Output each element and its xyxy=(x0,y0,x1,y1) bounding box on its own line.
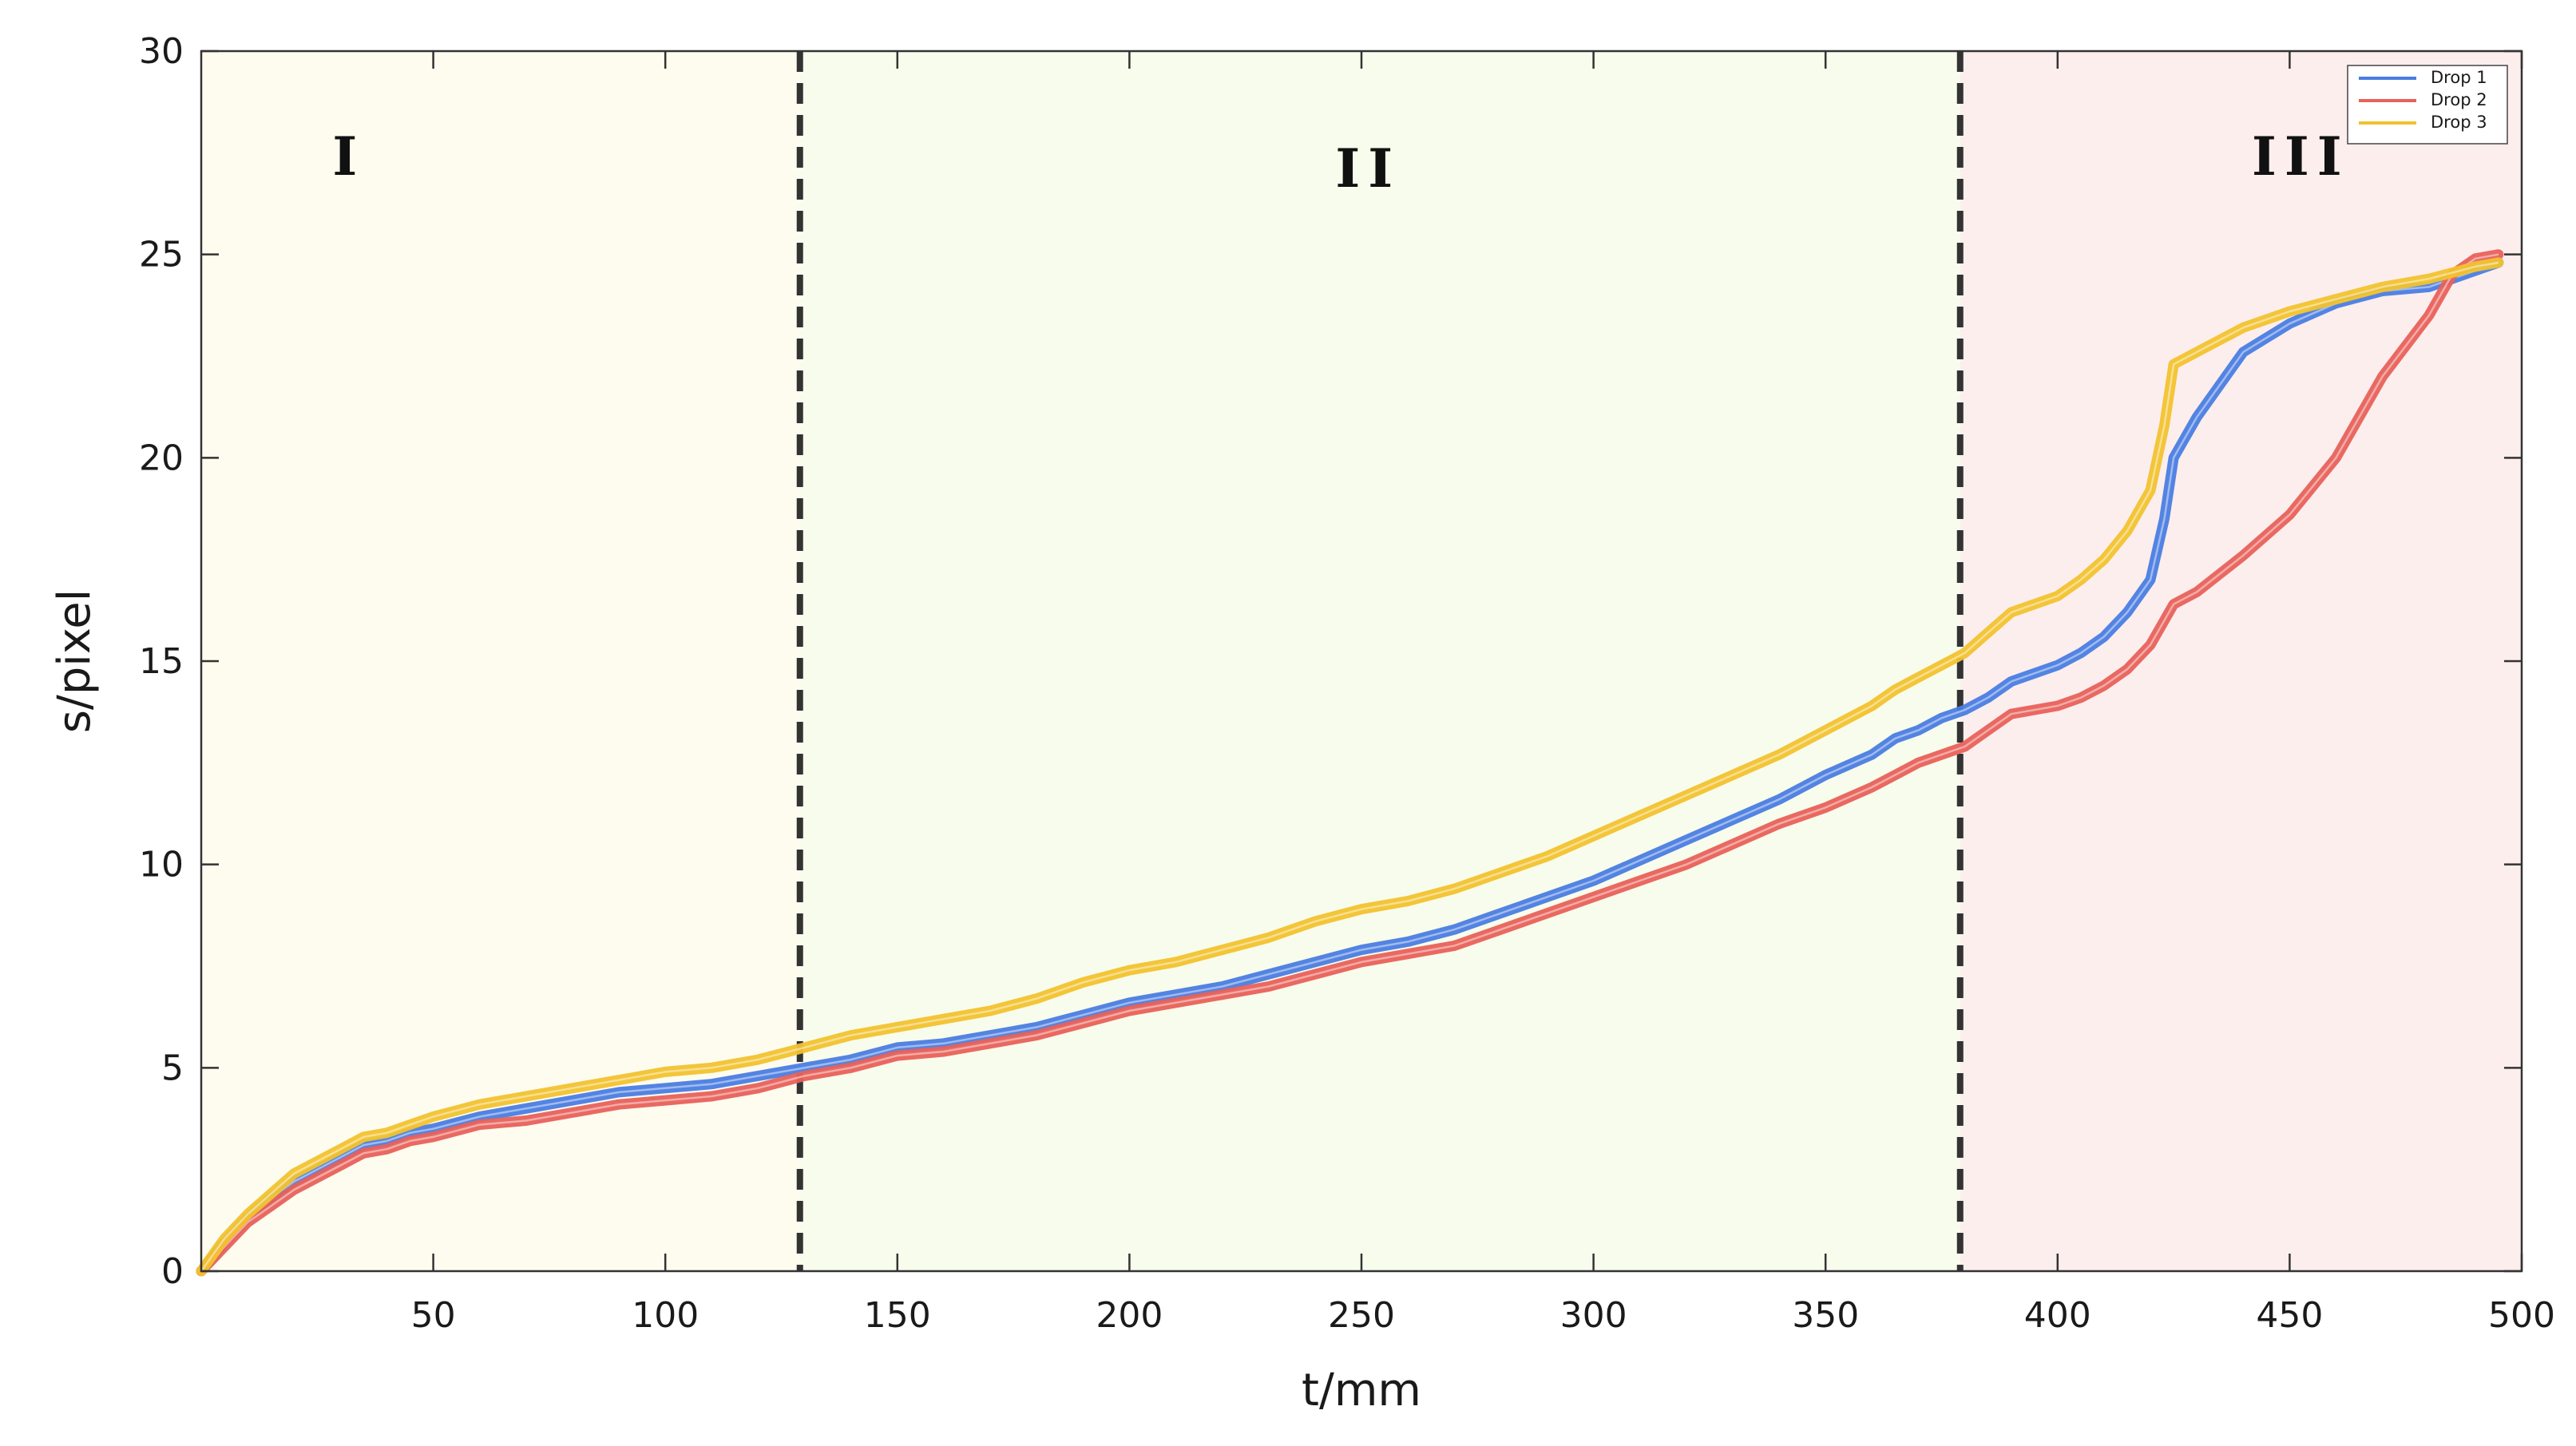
region-1-label: I xyxy=(332,125,365,188)
x-tick-label: 150 xyxy=(864,1295,931,1336)
series-lines xyxy=(196,249,2504,1277)
x-tick-label: 350 xyxy=(1792,1295,1859,1336)
y-tick-label: 0 xyxy=(161,1251,184,1292)
x-axis-label: t/mm xyxy=(1302,1365,1421,1416)
y-tick-label: 15 xyxy=(139,641,184,682)
x-tick-label: 300 xyxy=(1560,1295,1627,1336)
x-tick-label: 500 xyxy=(2488,1295,2555,1336)
region-3-background xyxy=(1960,51,2522,1271)
x-tick-label: 50 xyxy=(411,1295,456,1336)
region-3-label: III xyxy=(2252,125,2350,188)
legend-label-drop-2: Drop 2 xyxy=(2431,90,2487,109)
series-line-drop-2 xyxy=(196,249,2504,1277)
series-line-drop-1 xyxy=(196,257,2504,1277)
x-tick-label: 400 xyxy=(2024,1295,2091,1336)
y-tick-label: 30 xyxy=(139,31,184,72)
y-tick-label: 25 xyxy=(139,235,184,275)
legend-label-drop-1: Drop 1 xyxy=(2431,68,2487,87)
series-highlight-drop-1 xyxy=(200,261,2499,1272)
region-labels: I II III xyxy=(332,125,2350,200)
axis-ticks: 50 100 150 200 250 300 350 400 450 500 0 5 10 15 20 25 3… xyxy=(139,31,2555,1336)
series-line-drop-3 xyxy=(196,257,2504,1277)
x-tick-label: 200 xyxy=(1096,1295,1163,1336)
region-backgrounds xyxy=(201,51,2522,1271)
x-tick-label: 250 xyxy=(1328,1295,1395,1336)
region-2-background xyxy=(799,51,1960,1271)
series-highlight-drop-2 xyxy=(200,253,2499,1272)
x-tick-label: 100 xyxy=(632,1295,699,1336)
x-tick-label: 450 xyxy=(2256,1295,2323,1336)
series-highlight-drop-3 xyxy=(200,261,2499,1272)
y-tick-label: 10 xyxy=(139,845,184,885)
legend: Drop 1 Drop 2 Drop 3 xyxy=(2347,65,2508,145)
legend-label-drop-3: Drop 3 xyxy=(2431,113,2487,132)
region-2-label: II xyxy=(1335,137,1401,200)
y-axis-label: s/pixel xyxy=(49,589,101,734)
y-tick-label: 5 xyxy=(161,1048,184,1088)
y-tick-label: 20 xyxy=(139,438,184,478)
